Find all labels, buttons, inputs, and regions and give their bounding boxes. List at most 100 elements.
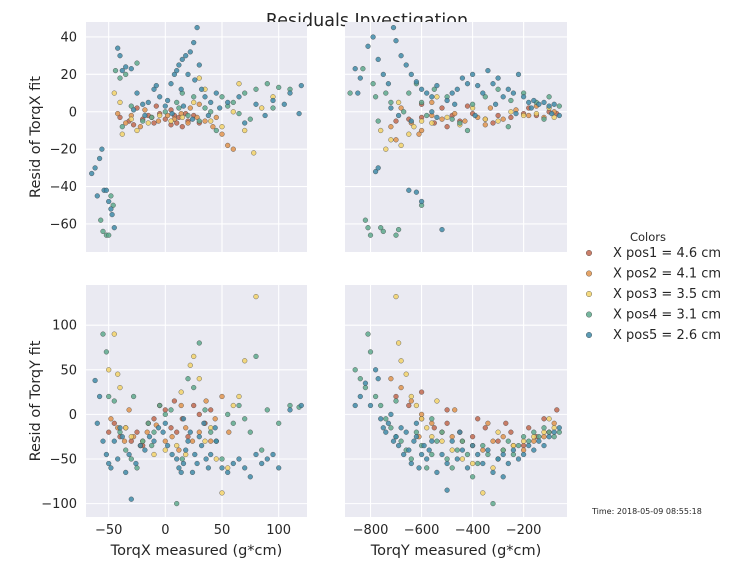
scatter-point	[439, 438, 445, 444]
legend-label: X pos2 = 4.1 cm	[613, 267, 721, 282]
scatter-point	[162, 438, 168, 444]
scatter-point	[276, 420, 282, 426]
y-axis-label: Resid of TorqX fit	[28, 76, 44, 198]
scatter-point	[109, 212, 115, 218]
scatter-point	[230, 420, 236, 426]
scatter-point	[549, 111, 555, 117]
scatter-point	[134, 465, 140, 471]
scatter-point	[449, 116, 455, 122]
scatter-point	[383, 90, 389, 96]
scatter-point	[128, 496, 134, 502]
y-tick-label: −100	[41, 497, 77, 512]
scatter-point	[396, 227, 402, 233]
scatter-point	[157, 94, 163, 100]
x-tick-label: −50	[95, 523, 122, 538]
panel-top-left: 40 20 0 −20 −40 −60 Resid of TorqX fit	[28, 22, 307, 252]
scatter-point	[151, 86, 157, 92]
scatter-point	[472, 112, 478, 119]
scatter-point	[191, 402, 197, 409]
scatter-point	[191, 385, 197, 391]
scatter-point	[515, 456, 522, 462]
scatter-point	[117, 114, 123, 120]
scatter-point	[485, 68, 491, 74]
scatter-point	[526, 443, 532, 449]
scatter-point	[380, 425, 386, 431]
legend-label: X pos3 = 3.5 cm	[613, 287, 721, 302]
scatter-point	[357, 75, 363, 81]
scatter-point	[419, 118, 425, 124]
scatter-point	[208, 407, 214, 413]
scatter-point	[424, 425, 430, 431]
scatter-point	[165, 443, 171, 449]
x-tick-label: 100	[266, 523, 291, 538]
scatter-point	[401, 109, 407, 115]
scatter-point	[388, 425, 394, 431]
scatter-point	[449, 447, 455, 453]
scatter-point	[429, 109, 435, 115]
scatter-point	[505, 124, 511, 130]
scatter-point	[128, 103, 134, 109]
scatter-point	[230, 109, 236, 115]
scatter-point	[378, 225, 384, 231]
y-tick-label: −60	[50, 217, 77, 232]
scatter-point	[226, 429, 232, 435]
scatter-point	[521, 447, 527, 453]
scatter-point	[482, 116, 488, 122]
x-tick-label: 50	[214, 523, 231, 538]
scatter-point	[413, 79, 419, 85]
scatter-point	[490, 465, 496, 471]
scatter-point	[276, 465, 282, 471]
scatter-point	[106, 429, 112, 435]
scatter-point	[202, 118, 208, 124]
scatter-point	[546, 429, 552, 435]
scatter-point	[521, 438, 527, 444]
scatter-point	[151, 416, 157, 422]
scatter-point	[475, 451, 481, 458]
timestamp: Time: 2018-05-09 08:55:18	[591, 507, 702, 516]
scatter-point	[393, 38, 399, 44]
scatter-point	[444, 487, 450, 493]
scatter-point	[367, 349, 374, 355]
scatter-point	[452, 111, 458, 117]
scatter-point	[119, 68, 125, 74]
scatter-point	[457, 120, 463, 126]
scatter-point	[174, 120, 180, 126]
scatter-point	[388, 105, 394, 111]
scatter-point	[531, 434, 537, 440]
scatter-point	[242, 90, 248, 96]
scatter-point	[212, 425, 218, 431]
scatter-point	[508, 109, 514, 115]
scatter-point	[230, 460, 236, 467]
scatter-point	[434, 83, 440, 89]
scatter-point	[162, 411, 168, 417]
legend-marker	[586, 311, 592, 318]
scatter-point	[117, 425, 123, 431]
scatter-point	[373, 94, 379, 100]
scatter-point	[230, 99, 236, 105]
scatter-point	[185, 71, 191, 77]
scatter-point	[165, 112, 171, 119]
scatter-point	[270, 451, 276, 458]
scatter-point	[185, 120, 191, 126]
scatter-point	[192, 77, 198, 83]
scatter-point	[464, 127, 471, 134]
scatter-point	[100, 438, 106, 444]
scatter-point	[213, 456, 219, 462]
scatter-point	[196, 340, 202, 346]
scatter-point	[92, 377, 98, 384]
plot-area	[86, 285, 307, 517]
scatter-point	[408, 118, 414, 124]
y-tick-label: 50	[60, 363, 77, 378]
scatter-point	[179, 114, 185, 120]
scatter-point	[106, 367, 112, 373]
scatter-point	[183, 451, 189, 458]
scatter-points	[92, 294, 304, 507]
scatter-point	[178, 389, 184, 395]
scatter-point	[142, 112, 148, 119]
scatter-point	[490, 501, 496, 507]
scatter-point	[153, 103, 159, 109]
scatter-point	[357, 376, 363, 382]
scatter-point	[551, 420, 557, 426]
scatter-point	[180, 416, 187, 422]
scatter-point	[174, 429, 180, 435]
